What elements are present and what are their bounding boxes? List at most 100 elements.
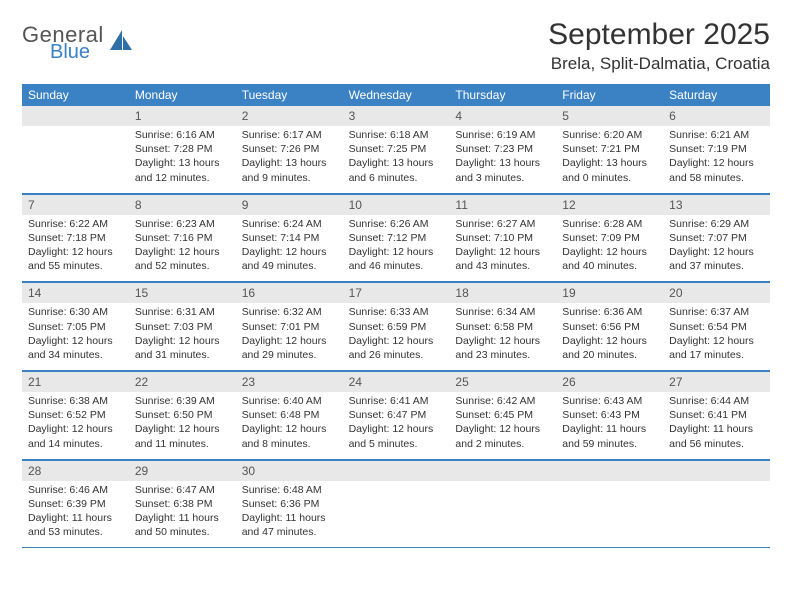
sunset-text: Sunset: 7:07 PM xyxy=(669,231,764,245)
sunrise-text: Sunrise: 6:26 AM xyxy=(349,217,444,231)
sunset-text: Sunset: 6:47 PM xyxy=(349,408,444,422)
sunrise-text: Sunrise: 6:24 AM xyxy=(242,217,337,231)
daylight-text: Daylight: 12 hours and 17 minutes. xyxy=(669,334,764,362)
sunrise-text: Sunrise: 6:32 AM xyxy=(242,305,337,319)
weekday-cell: Tuesday xyxy=(236,84,343,106)
detail-band: Sunrise: 6:30 AMSunset: 7:05 PM Daylight:… xyxy=(22,303,770,371)
daylight-text: Daylight: 13 hours and 9 minutes. xyxy=(242,156,337,184)
day-number: 15 xyxy=(129,283,236,303)
daylight-text: Daylight: 12 hours and 31 minutes. xyxy=(135,334,230,362)
sunrise-text: Sunrise: 6:23 AM xyxy=(135,217,230,231)
detail-band: Sunrise: 6:38 AMSunset: 6:52 PMDaylight:… xyxy=(22,392,770,460)
weeks-container: 123456Sunrise: 6:16 AMSunset: 7:28 PMDay… xyxy=(22,106,770,548)
day-detail: Sunrise: 6:20 AMSunset: 7:21 PMDaylight:… xyxy=(556,126,663,193)
day-number: 26 xyxy=(556,372,663,392)
sunrise-text: Sunrise: 6:19 AM xyxy=(455,128,550,142)
sunrise-text: Sunrise: 6:31 AM xyxy=(135,305,230,319)
daylight-text: Daylight: 12 hours and 5 minutes. xyxy=(349,422,444,450)
sunrise-text: Sunrise: 6:37 AM xyxy=(669,305,764,319)
day-detail xyxy=(449,481,556,548)
day-detail: Sunrise: 6:24 AMSunset: 7:14 PMDaylight:… xyxy=(236,215,343,282)
day-number: 27 xyxy=(663,372,770,392)
day-detail: Sunrise: 6:27 AMSunset: 7:10 PMDaylight:… xyxy=(449,215,556,282)
day-number: 1 xyxy=(129,106,236,126)
daylight-text: Daylight: 12 hours and 2 minutes. xyxy=(455,422,550,450)
day-detail: Sunrise: 6:23 AMSunset: 7:16 PMDaylight:… xyxy=(129,215,236,282)
detail-band: Sunrise: 6:46 AMSunset: 6:39 PMDaylight:… xyxy=(22,481,770,549)
daylight-text: Daylight: 12 hours and 43 minutes. xyxy=(455,245,550,273)
day-number: 4 xyxy=(449,106,556,126)
day-detail xyxy=(663,481,770,548)
day-number xyxy=(663,461,770,481)
day-number: 9 xyxy=(236,195,343,215)
day-number xyxy=(556,461,663,481)
daylight-text: Daylight: 12 hours and 14 minutes. xyxy=(28,422,123,450)
calendar: SundayMondayTuesdayWednesdayThursdayFrid… xyxy=(22,84,770,548)
week-row: 78910111213Sunrise: 6:22 AMSunset: 7:18 … xyxy=(22,194,770,283)
day-number: 5 xyxy=(556,106,663,126)
day-detail: Sunrise: 6:30 AMSunset: 7:05 PMDaylight:… xyxy=(22,303,129,370)
day-number: 24 xyxy=(343,372,450,392)
day-detail xyxy=(22,126,129,193)
day-detail: Sunrise: 6:29 AMSunset: 7:07 PMDaylight:… xyxy=(663,215,770,282)
day-number: 10 xyxy=(343,195,450,215)
sunset-text: Sunset: 6:52 PM xyxy=(28,408,123,422)
day-detail: Sunrise: 6:48 AMSunset: 6:36 PMDaylight:… xyxy=(236,481,343,548)
day-number: 19 xyxy=(556,283,663,303)
detail-band: Sunrise: 6:16 AMSunset: 7:28 PMDaylight:… xyxy=(22,126,770,194)
sunrise-text: Sunrise: 6:29 AM xyxy=(669,217,764,231)
sunset-text: Sunset: 6:59 PM xyxy=(349,320,444,334)
sunset-text: Sunset: 6:50 PM xyxy=(135,408,230,422)
sunrise-text: Sunrise: 6:18 AM xyxy=(349,128,444,142)
sunset-text: Sunset: 7:03 PM xyxy=(135,320,230,334)
sunset-text: Sunset: 7:16 PM xyxy=(135,231,230,245)
day-number: 8 xyxy=(129,195,236,215)
day-detail: Sunrise: 6:17 AMSunset: 7:26 PMDaylight:… xyxy=(236,126,343,193)
sunset-text: Sunset: 6:43 PM xyxy=(562,408,657,422)
day-detail: Sunrise: 6:34 AMSunset: 6:58 PMDaylight:… xyxy=(449,303,556,370)
sunrise-text: Sunrise: 6:48 AM xyxy=(242,483,337,497)
day-detail: Sunrise: 6:46 AMSunset: 6:39 PMDaylight:… xyxy=(22,481,129,548)
weekday-cell: Saturday xyxy=(663,84,770,106)
day-detail: Sunrise: 6:44 AMSunset: 6:41 PMDaylight:… xyxy=(663,392,770,459)
daylight-text: Daylight: 12 hours and 46 minutes. xyxy=(349,245,444,273)
day-detail: Sunrise: 6:33 AMSunset: 6:59 PMDaylight:… xyxy=(343,303,450,370)
daylight-text: Daylight: 12 hours and 49 minutes. xyxy=(242,245,337,273)
day-detail: Sunrise: 6:31 AMSunset: 7:03 PMDaylight:… xyxy=(129,303,236,370)
day-number xyxy=(22,106,129,126)
week-row: 123456Sunrise: 6:16 AMSunset: 7:28 PMDay… xyxy=(22,106,770,194)
sunrise-text: Sunrise: 6:46 AM xyxy=(28,483,123,497)
weekday-cell: Friday xyxy=(556,84,663,106)
day-detail: Sunrise: 6:36 AMSunset: 6:56 PMDaylight:… xyxy=(556,303,663,370)
sunrise-text: Sunrise: 6:38 AM xyxy=(28,394,123,408)
sunrise-text: Sunrise: 6:40 AM xyxy=(242,394,337,408)
week-row: 282930Sunrise: 6:46 AMSunset: 6:39 PMDay… xyxy=(22,460,770,549)
sunset-text: Sunset: 7:12 PM xyxy=(349,231,444,245)
daynum-band: 14151617181920 xyxy=(22,283,770,303)
sunset-text: Sunset: 7:28 PM xyxy=(135,142,230,156)
day-detail: Sunrise: 6:19 AMSunset: 7:23 PMDaylight:… xyxy=(449,126,556,193)
sunset-text: Sunset: 7:26 PM xyxy=(242,142,337,156)
day-number: 18 xyxy=(449,283,556,303)
title-block: September 2025 Brela, Split-Dalmatia, Cr… xyxy=(548,18,770,74)
day-number: 20 xyxy=(663,283,770,303)
day-detail: Sunrise: 6:40 AMSunset: 6:48 PMDaylight:… xyxy=(236,392,343,459)
day-number xyxy=(343,461,450,481)
day-detail: Sunrise: 6:38 AMSunset: 6:52 PMDaylight:… xyxy=(22,392,129,459)
day-number: 7 xyxy=(22,195,129,215)
sunset-text: Sunset: 6:38 PM xyxy=(135,497,230,511)
daylight-text: Daylight: 12 hours and 55 minutes. xyxy=(28,245,123,273)
day-number: 30 xyxy=(236,461,343,481)
sunrise-text: Sunrise: 6:30 AM xyxy=(28,305,123,319)
day-detail: Sunrise: 6:42 AMSunset: 6:45 PMDaylight:… xyxy=(449,392,556,459)
sunset-text: Sunset: 7:05 PM xyxy=(28,320,123,334)
sunset-text: Sunset: 7:25 PM xyxy=(349,142,444,156)
sunset-text: Sunset: 6:54 PM xyxy=(669,320,764,334)
day-detail: Sunrise: 6:47 AMSunset: 6:38 PMDaylight:… xyxy=(129,481,236,548)
daynum-band: 21222324252627 xyxy=(22,372,770,392)
day-detail: Sunrise: 6:21 AMSunset: 7:19 PMDaylight:… xyxy=(663,126,770,193)
day-detail: Sunrise: 6:26 AMSunset: 7:12 PMDaylight:… xyxy=(343,215,450,282)
day-number: 14 xyxy=(22,283,129,303)
day-number: 12 xyxy=(556,195,663,215)
day-number: 25 xyxy=(449,372,556,392)
